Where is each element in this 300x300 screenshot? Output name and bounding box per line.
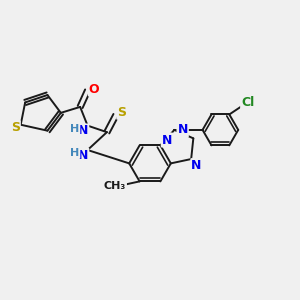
Text: H: H (70, 148, 80, 158)
Text: N: N (78, 124, 88, 137)
Text: N: N (78, 149, 88, 162)
Text: O: O (89, 82, 99, 96)
Text: Cl: Cl (241, 96, 254, 109)
Text: N: N (191, 159, 202, 172)
Text: N: N (162, 134, 172, 146)
Text: H: H (70, 124, 80, 134)
Text: S: S (11, 121, 20, 134)
Text: N: N (178, 123, 188, 136)
Text: CH₃: CH₃ (104, 182, 126, 191)
Text: S: S (117, 106, 126, 119)
